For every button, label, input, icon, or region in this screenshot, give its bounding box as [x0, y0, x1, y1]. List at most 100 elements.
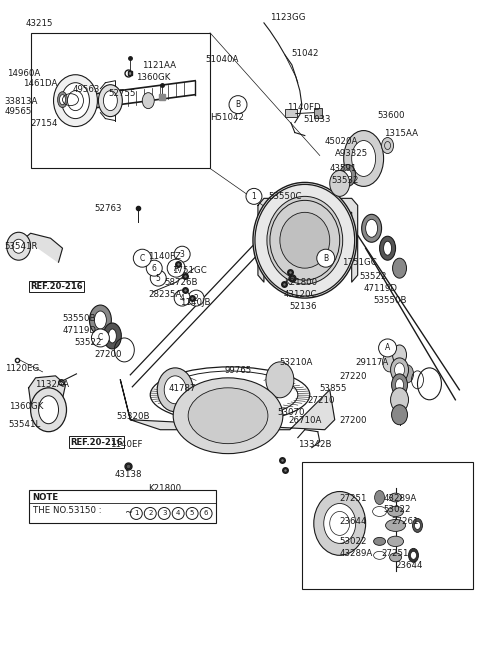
- Ellipse shape: [253, 183, 357, 298]
- Ellipse shape: [402, 365, 413, 383]
- Text: 53022: 53022: [384, 506, 411, 515]
- Circle shape: [130, 508, 142, 519]
- Text: 49563: 49563: [72, 84, 100, 94]
- Text: 27200: 27200: [95, 350, 122, 359]
- Ellipse shape: [380, 236, 396, 260]
- Ellipse shape: [157, 368, 193, 411]
- Text: 3: 3: [162, 510, 167, 517]
- Ellipse shape: [393, 258, 407, 278]
- Ellipse shape: [415, 521, 420, 529]
- Text: 27154: 27154: [31, 118, 58, 127]
- Text: 1140JB: 1140JB: [180, 298, 211, 307]
- Ellipse shape: [361, 214, 382, 242]
- Circle shape: [133, 249, 151, 267]
- Text: THE NO.53150 :: THE NO.53150 :: [33, 506, 101, 515]
- Ellipse shape: [324, 504, 356, 543]
- Ellipse shape: [412, 519, 422, 532]
- Text: 53550B: 53550B: [62, 314, 96, 323]
- Text: 3: 3: [180, 250, 185, 259]
- Text: 53532: 53532: [332, 176, 359, 185]
- Text: 27200: 27200: [340, 416, 367, 424]
- Text: 43289A: 43289A: [340, 549, 373, 558]
- Text: 27220: 27220: [340, 372, 367, 381]
- Text: 5: 5: [156, 274, 161, 283]
- Text: A93325: A93325: [335, 148, 368, 157]
- Ellipse shape: [164, 376, 186, 404]
- Circle shape: [174, 246, 190, 262]
- Ellipse shape: [408, 549, 419, 562]
- Text: 5: 5: [190, 510, 194, 517]
- Text: 1751GC: 1751GC: [342, 258, 376, 267]
- Ellipse shape: [387, 506, 404, 517]
- Text: K21800: K21800: [148, 484, 181, 493]
- Text: 43591: 43591: [330, 164, 357, 174]
- Text: 14960A: 14960A: [7, 69, 40, 78]
- Text: 43138: 43138: [114, 469, 142, 478]
- Text: 52755: 52755: [108, 88, 136, 98]
- Circle shape: [317, 249, 335, 267]
- Ellipse shape: [103, 323, 121, 349]
- Circle shape: [167, 259, 185, 277]
- Text: 1360GK: 1360GK: [136, 73, 171, 82]
- Ellipse shape: [58, 92, 68, 108]
- Text: 2: 2: [194, 294, 199, 303]
- Text: 51040A: 51040A: [205, 55, 239, 64]
- Text: 4: 4: [176, 510, 180, 517]
- Ellipse shape: [108, 329, 116, 343]
- Text: B: B: [236, 100, 240, 109]
- Text: 53070: 53070: [278, 408, 305, 417]
- Text: 1360GK: 1360GK: [9, 402, 43, 411]
- Ellipse shape: [280, 213, 330, 268]
- Ellipse shape: [314, 491, 366, 555]
- Text: 99765: 99765: [224, 366, 252, 375]
- Text: 1123GG: 1123GG: [270, 13, 305, 22]
- Ellipse shape: [142, 93, 154, 109]
- Text: 51033: 51033: [304, 114, 331, 124]
- Circle shape: [158, 508, 170, 519]
- Ellipse shape: [12, 239, 24, 254]
- Text: 43289A: 43289A: [384, 493, 417, 502]
- Text: A: A: [385, 343, 390, 352]
- Ellipse shape: [31, 388, 67, 432]
- Text: 2: 2: [148, 510, 153, 517]
- Ellipse shape: [392, 405, 408, 424]
- Text: 52136: 52136: [290, 302, 317, 311]
- Text: 53541R: 53541R: [5, 242, 38, 252]
- Text: 43215: 43215: [25, 19, 53, 28]
- Text: 53550C: 53550C: [268, 192, 301, 202]
- Text: 27261: 27261: [392, 517, 419, 526]
- Text: 51042: 51042: [292, 49, 319, 58]
- Text: C: C: [98, 333, 103, 343]
- Ellipse shape: [89, 305, 111, 335]
- Text: 33813A: 33813A: [5, 97, 38, 106]
- Ellipse shape: [61, 83, 89, 118]
- Ellipse shape: [267, 196, 343, 284]
- Circle shape: [91, 329, 109, 347]
- Ellipse shape: [391, 388, 408, 411]
- Ellipse shape: [392, 374, 408, 396]
- Text: 53855: 53855: [320, 384, 347, 393]
- Polygon shape: [120, 380, 335, 430]
- Text: REF.20-216: REF.20-216: [71, 437, 123, 447]
- Text: 58726B: 58726B: [164, 278, 198, 287]
- Ellipse shape: [366, 219, 378, 237]
- Ellipse shape: [95, 311, 107, 329]
- Text: C: C: [140, 254, 145, 263]
- Text: 53320B: 53320B: [116, 411, 150, 421]
- Ellipse shape: [384, 241, 392, 255]
- Bar: [285, 109, 297, 116]
- Text: 47119D: 47119D: [62, 326, 96, 335]
- Text: 23644: 23644: [340, 517, 367, 526]
- Ellipse shape: [103, 91, 117, 111]
- Circle shape: [188, 290, 204, 306]
- Ellipse shape: [173, 378, 283, 454]
- Text: REF.20-216: REF.20-216: [31, 282, 83, 291]
- Ellipse shape: [383, 352, 396, 372]
- Text: 1: 1: [134, 510, 139, 517]
- Text: ~: ~: [125, 508, 133, 519]
- Text: 53210A: 53210A: [280, 358, 313, 367]
- Text: 1132AA: 1132AA: [35, 380, 69, 389]
- Text: 28235A: 28235A: [148, 290, 181, 299]
- Ellipse shape: [396, 379, 404, 391]
- Text: 1140FZ: 1140FZ: [148, 252, 181, 261]
